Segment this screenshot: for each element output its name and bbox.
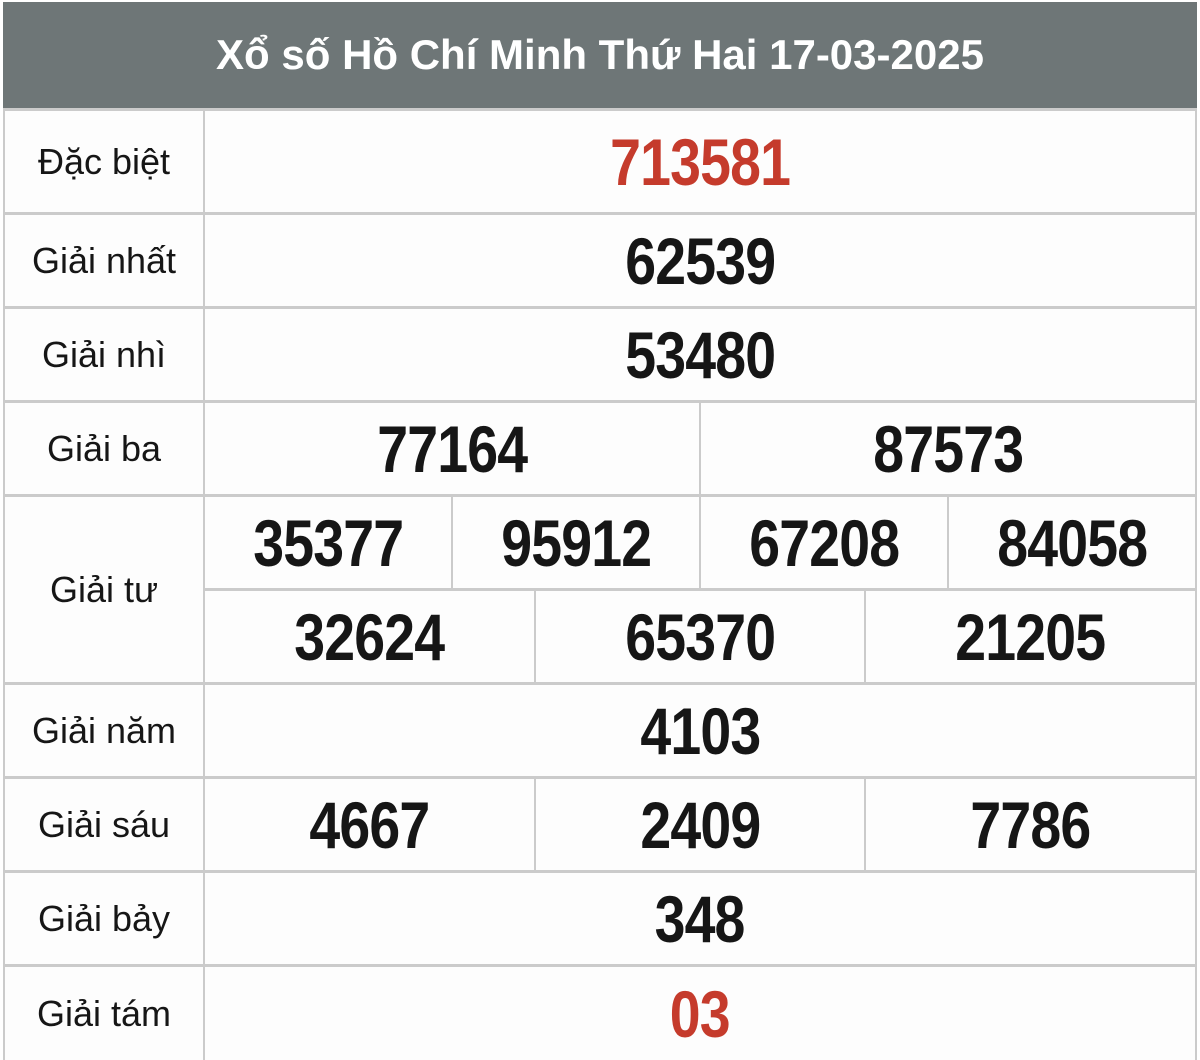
prize-label-text: Giải tám	[36, 992, 172, 1034]
prize-subrow: 62539	[205, 215, 1195, 306]
prize-number: 53480	[625, 317, 776, 392]
prize-value-cell: 2409	[533, 779, 865, 870]
prize-subrow: 713581	[205, 111, 1195, 212]
prize-subrow: 35377 95912 67208 84058	[205, 497, 1195, 588]
prize-value-cell: 87573	[699, 403, 1195, 494]
prize-value-cell: 77164	[205, 403, 699, 494]
prize-number: 95912	[501, 505, 652, 580]
prize-label-dac-biet: Đặc biệt	[5, 111, 205, 212]
prize-label-giai-nam: Giải năm	[5, 685, 205, 776]
prize-number: 21205	[955, 599, 1107, 674]
prize-values: 713581	[205, 111, 1195, 212]
prize-value-cell: 53480	[205, 309, 1195, 400]
prize-label-text: Giải tư	[49, 568, 159, 610]
prize-number: 2409	[640, 787, 761, 862]
prize-subrow: 348	[205, 873, 1195, 964]
prize-row-giai-nam: Giải năm 4103	[5, 682, 1195, 776]
prize-subrow: 4667 2409 7786	[205, 779, 1195, 870]
prize-number: 713581	[610, 124, 791, 199]
prize-label-text: Giải năm	[31, 709, 177, 751]
prize-row-giai-ba: Giải ba 77164 87573	[5, 400, 1195, 494]
prize-row-giai-sau: Giải sáu 4667 2409 7786	[5, 776, 1195, 870]
prize-value-cell: 4103	[205, 685, 1195, 776]
results-table: Đặc biệt 713581 Giải nhất 62539 Giải nhì 5348…	[3, 108, 1197, 1060]
prize-value-cell: 84058	[947, 497, 1195, 588]
prize-number: 67208	[749, 505, 900, 580]
prize-row-giai-tu: Giải tư 35377 95912 67208 84058 32624 65370 212…	[5, 494, 1195, 682]
prize-row-giai-bay: Giải bảy 348	[5, 870, 1195, 964]
prize-subrow: 32624 65370 21205	[205, 588, 1195, 682]
prize-number: 84058	[997, 505, 1148, 580]
prize-values: 62539	[205, 215, 1195, 306]
prize-value-cell: 348	[205, 873, 1195, 964]
prize-values: 4667 2409 7786	[205, 779, 1195, 870]
prize-row-giai-tam: Giải tám 03	[5, 964, 1195, 1060]
prize-label-text: Đặc biệt	[37, 140, 171, 182]
prize-number: 4667	[309, 787, 430, 862]
prize-value-cell: 32624	[205, 591, 534, 682]
prize-label-giai-tam: Giải tám	[5, 967, 205, 1060]
prize-value-cell: 7786	[864, 779, 1195, 870]
prize-values: 77164 87573	[205, 403, 1195, 494]
results-header: Xổ số Hồ Chí Minh Thứ Hai 17-03-2025	[3, 2, 1197, 108]
prize-number: 35377	[253, 505, 404, 580]
prize-values: 03	[205, 967, 1195, 1060]
prize-number: 348	[655, 881, 746, 956]
prize-row-giai-nhi: Giải nhì 53480	[5, 306, 1195, 400]
prize-label-giai-nhi: Giải nhì	[5, 309, 205, 400]
prize-label-text: Giải nhất	[31, 239, 177, 281]
prize-row-dac-biet: Đặc biệt 713581	[5, 108, 1195, 212]
prize-value-cell: 03	[205, 967, 1195, 1060]
prize-value-cell: 95912	[451, 497, 699, 588]
prize-label-giai-bay: Giải bảy	[5, 873, 205, 964]
results-title: Xổ số Hồ Chí Minh Thứ Hai 17-03-2025	[216, 31, 984, 78]
prize-values: 53480	[205, 309, 1195, 400]
prize-value-cell: 65370	[533, 591, 865, 682]
prize-value-cell: 35377	[205, 497, 451, 588]
prize-number: 65370	[625, 599, 776, 674]
prize-label-text: Giải bảy	[37, 897, 171, 939]
prize-label-giai-ba: Giải ba	[5, 403, 205, 494]
prize-label-text: Giải nhì	[41, 333, 167, 375]
prize-label-giai-sau: Giải sáu	[5, 779, 205, 870]
prize-number: 7786	[970, 787, 1092, 862]
prize-values: 4103	[205, 685, 1195, 776]
prize-value-cell: 67208	[699, 497, 947, 588]
prize-values: 35377 95912 67208 84058 32624 65370 21205	[205, 497, 1195, 682]
prize-number: 62539	[625, 223, 776, 298]
prize-number: 77164	[377, 411, 528, 486]
prize-number: 87573	[873, 411, 1024, 486]
prize-row-giai-nhat: Giải nhất 62539	[5, 212, 1195, 306]
prize-value-cell: 713581	[205, 111, 1195, 212]
prize-subrow: 77164 87573	[205, 403, 1195, 494]
prize-label-giai-tu: Giải tư	[5, 497, 205, 682]
prize-number: 32624	[294, 599, 445, 674]
prize-value-cell: 62539	[205, 215, 1195, 306]
prize-subrow: 4103	[205, 685, 1195, 776]
prize-subrow: 53480	[205, 309, 1195, 400]
prize-number: 4103	[640, 693, 761, 768]
prize-value-cell: 4667	[205, 779, 534, 870]
prize-subrow: 03	[205, 967, 1195, 1060]
prize-label-text: Giải sáu	[37, 803, 171, 845]
prize-label-giai-nhat: Giải nhất	[5, 215, 205, 306]
prize-label-text: Giải ba	[46, 427, 162, 469]
prize-values: 348	[205, 873, 1195, 964]
prize-value-cell: 21205	[864, 591, 1195, 682]
prize-number: 03	[669, 976, 731, 1051]
